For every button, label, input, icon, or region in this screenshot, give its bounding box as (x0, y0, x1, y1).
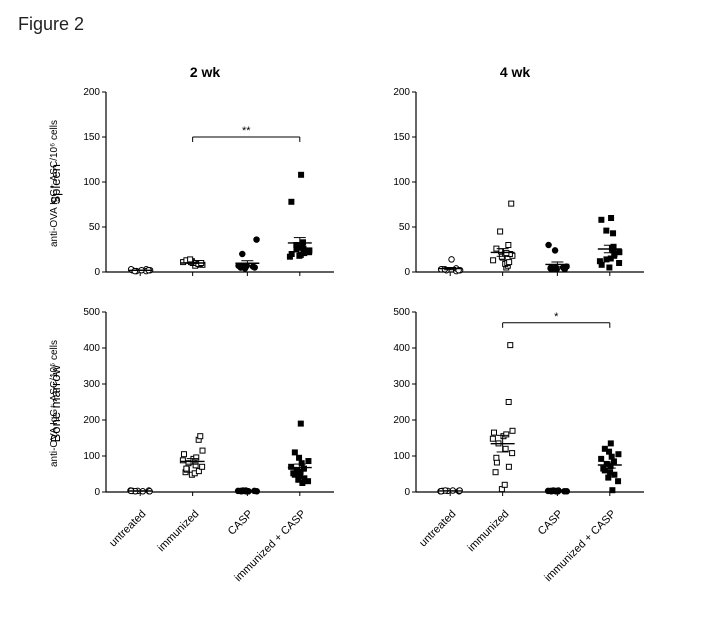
x-tick-label: CASP (536, 508, 566, 538)
col-title-4wk: 4 wk (380, 64, 650, 84)
chart-grid: 2 wk 4 wk Spleen anti-OVA IgG⁺ ASC/10⁶ c… (40, 64, 700, 624)
svg-text:100: 100 (83, 451, 100, 462)
svg-text:**: ** (242, 125, 251, 137)
svg-text:200: 200 (393, 415, 410, 426)
svg-text:300: 300 (393, 379, 410, 390)
svg-text:0: 0 (94, 487, 100, 498)
svg-text:200: 200 (393, 87, 410, 98)
svg-text:0: 0 (404, 267, 410, 278)
x-tick-label: untreated (107, 508, 148, 549)
svg-text:200: 200 (83, 87, 100, 98)
svg-text:100: 100 (393, 451, 410, 462)
svg-text:0: 0 (94, 267, 100, 278)
yaxis-label: anti-OVA IgG⁺ ASC/10⁶ cells (44, 304, 64, 504)
x-tick-label: untreated (417, 508, 458, 549)
svg-text:150: 150 (83, 132, 100, 143)
svg-text:100: 100 (83, 177, 100, 188)
svg-text:50: 50 (89, 222, 101, 233)
panel-spleen-2wk: anti-OVA IgG⁺ ASC/10⁶ cells 050100150200… (70, 84, 340, 284)
svg-text:400: 400 (83, 343, 100, 354)
x-axis-labels: untreatedimmunizedCASPimmunized + CASPun… (70, 504, 650, 604)
svg-text:500: 500 (393, 307, 410, 318)
x-tick-label: CASP (226, 508, 256, 538)
panel-bm-2wk: anti-OVA IgG⁺ ASC/10⁶ cells 010020030040… (70, 304, 340, 504)
svg-text:0: 0 (404, 487, 410, 498)
svg-text:50: 50 (399, 222, 411, 233)
x-tick-label: immunized (465, 508, 511, 554)
panel-spleen-4wk: 0 50 100 150 200 (380, 84, 650, 284)
svg-text:500: 500 (83, 307, 100, 318)
yaxis-label: anti-OVA IgG⁺ ASC/10⁶ cells (44, 84, 64, 284)
figure-title: Figure 2 (18, 14, 84, 35)
svg-text:400: 400 (393, 343, 410, 354)
svg-text:*: * (554, 311, 559, 323)
svg-text:100: 100 (393, 177, 410, 188)
col-title-2wk: 2 wk (70, 64, 340, 84)
x-tick-label: immunized (155, 508, 201, 554)
panel-bm-4wk: 0 100 200 300 400 500 * (380, 304, 650, 504)
svg-text:150: 150 (393, 132, 410, 143)
svg-text:300: 300 (83, 379, 100, 390)
svg-text:200: 200 (83, 415, 100, 426)
